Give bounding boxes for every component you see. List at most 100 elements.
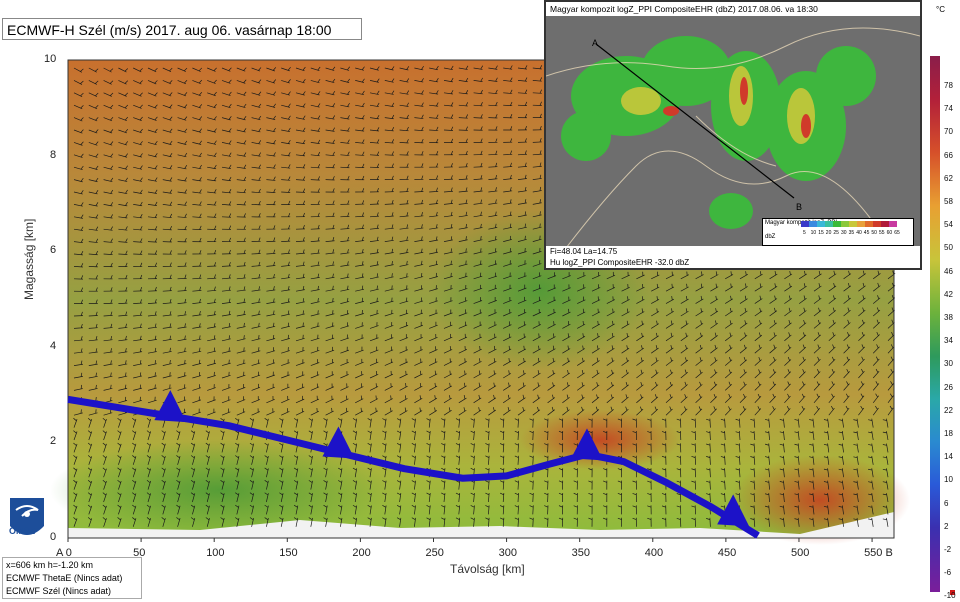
wind-barb <box>458 150 468 156</box>
wind-barb <box>73 442 78 453</box>
wind-barb <box>192 323 202 329</box>
wind-barb <box>192 286 202 292</box>
wind-barb <box>470 418 475 428</box>
wind-barb <box>887 319 895 329</box>
wind-barb <box>621 320 630 329</box>
wind-barb <box>429 297 438 304</box>
wind-barb <box>514 517 519 527</box>
wind-barb <box>695 295 704 304</box>
wind-barb <box>192 347 202 354</box>
wind-barb <box>872 331 880 342</box>
wind-barb <box>133 299 143 304</box>
wind-barb <box>529 430 534 441</box>
wind-barb <box>325 334 335 342</box>
wind-barb <box>443 395 452 404</box>
x-tick-label: 50 <box>133 547 146 559</box>
wind-barb <box>399 236 409 242</box>
wind-barb <box>473 272 483 280</box>
wind-barb <box>161 504 166 515</box>
wind-barb <box>828 356 836 366</box>
wind-barb <box>558 430 564 441</box>
wind-barb <box>617 505 622 515</box>
wind-barb <box>133 323 143 329</box>
wind-barb <box>310 407 320 416</box>
wind-barb <box>517 260 527 267</box>
wind-barb <box>103 67 114 73</box>
wind-barb <box>809 418 815 428</box>
wind-barb <box>251 200 261 206</box>
y-tick-label: 4 <box>50 339 57 352</box>
wind-barb <box>532 406 541 416</box>
wind-barb <box>338 467 343 478</box>
wind-barb <box>281 310 291 317</box>
wind-barb <box>426 443 431 453</box>
wind-barb <box>384 175 394 180</box>
colorbar-tick-label: 50 <box>944 243 953 253</box>
wind-barb <box>251 140 262 145</box>
wind-barb <box>558 480 564 490</box>
wind-barb <box>764 443 770 453</box>
wind-barb <box>310 395 320 404</box>
wind-barb <box>414 126 424 132</box>
wind-barb <box>207 189 217 194</box>
wind-barb <box>455 455 461 465</box>
wind-barb <box>355 383 364 391</box>
wind-barb <box>117 479 122 490</box>
wind-barb <box>207 201 217 206</box>
wind-barb <box>485 430 490 441</box>
wind-barb <box>147 92 158 97</box>
wind-barb <box>517 113 528 119</box>
wind-barb <box>87 442 93 453</box>
wind-barb <box>147 335 157 342</box>
wind-barb <box>517 272 527 280</box>
wind-barb <box>87 504 93 515</box>
wind-barb <box>399 297 409 304</box>
wind-barb <box>338 517 343 527</box>
wind-barb <box>323 418 328 428</box>
x-tick-label: 400 <box>644 547 664 559</box>
wind-barb <box>147 238 158 243</box>
wind-barb <box>503 248 512 255</box>
wind-barb <box>544 492 549 503</box>
wind-barb <box>281 261 291 267</box>
wind-barb <box>384 395 393 404</box>
wind-barb <box>720 492 726 503</box>
wind-barb <box>750 431 756 441</box>
wind-barb <box>588 492 593 503</box>
wind-barb <box>117 455 122 465</box>
wind-barb <box>680 381 688 391</box>
wind-barb <box>192 237 202 243</box>
wind-barb <box>384 383 393 391</box>
wind-barb <box>221 201 232 206</box>
wind-barb <box>414 187 424 193</box>
wind-barb <box>88 238 99 243</box>
wind-barb <box>414 78 424 83</box>
wind-barb <box>706 480 711 490</box>
wind-barb <box>103 384 113 391</box>
wind-barb <box>369 407 379 416</box>
wind-barb <box>843 356 851 366</box>
colorbar-tick-label: 46 <box>944 266 953 276</box>
wind-barb <box>426 418 431 428</box>
wind-barb <box>147 116 158 121</box>
inset-title: Magyar kompozit logZ_PPI CompositeEHR (d… <box>546 2 920 16</box>
wind-barb <box>647 430 652 441</box>
wind-barb <box>823 418 830 428</box>
wind-barb <box>636 320 645 329</box>
wind-barb <box>470 455 475 465</box>
wind-barb <box>281 395 290 404</box>
wind-barb <box>384 90 395 95</box>
wind-barb <box>558 517 564 527</box>
wind-barb <box>488 260 498 267</box>
wind-barb <box>355 163 365 168</box>
wind-barb <box>532 382 541 391</box>
wind-barb <box>251 298 261 304</box>
wind-barb <box>458 102 469 107</box>
wind-barb <box>147 396 157 404</box>
wind-barb <box>221 335 231 342</box>
wind-barb <box>355 224 365 230</box>
wind-barb <box>429 248 439 255</box>
wind-barb <box>220 504 225 515</box>
inset-footer: Fi=48.04 La=14.75 Hu logZ_PPI CompositeE… <box>546 246 920 268</box>
wind-barb <box>606 284 616 292</box>
